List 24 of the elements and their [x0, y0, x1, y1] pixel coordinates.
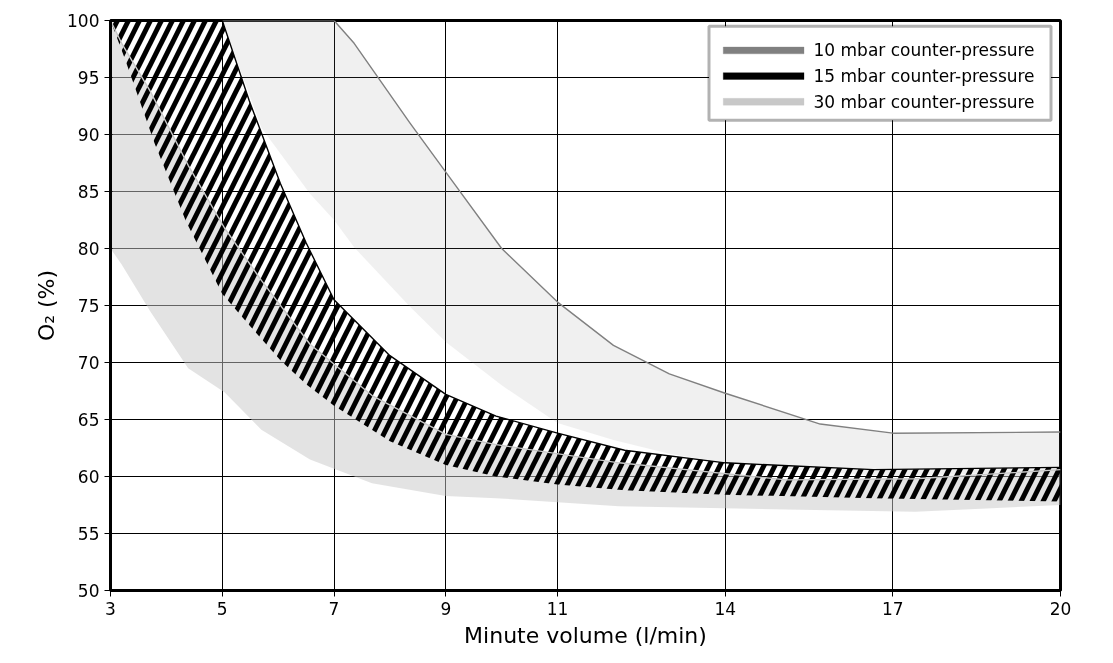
x-tick-label: 20: [1049, 598, 1072, 619]
legend-label: 10 mbar counter-pressure: [813, 40, 1035, 61]
y-tick-label: 75: [77, 296, 100, 316]
y-tick-label: 65: [77, 410, 100, 430]
x-tick-label: 5: [216, 598, 228, 619]
y-tick-label: 100: [67, 11, 100, 31]
x-tick-label: 14: [714, 598, 737, 619]
x-tick-label: 7: [328, 598, 340, 619]
x-tick-label: 3: [105, 598, 116, 619]
x-tick-label: 9: [440, 598, 452, 619]
y-tick-label: 85: [77, 182, 100, 202]
y-tick-label: 70: [77, 353, 100, 373]
y-tick-label: 80: [77, 239, 100, 259]
y-tick-label: 50: [77, 581, 100, 601]
legend-label: 30 mbar counter-pressure: [813, 91, 1035, 112]
x-axis-title: Minute volume (l/min): [464, 622, 707, 648]
legend-label: 15 mbar counter-pressure: [813, 66, 1035, 87]
x-tick-label: 17: [882, 598, 904, 619]
y-tick-label: 90: [77, 125, 100, 145]
y-tick-label: 95: [77, 68, 100, 88]
y-tick-label: 60: [77, 467, 100, 487]
x-tick-label: 11: [546, 598, 569, 619]
y-tick-label: 55: [77, 524, 100, 544]
y-axis-title: O₂ (%): [34, 269, 60, 342]
